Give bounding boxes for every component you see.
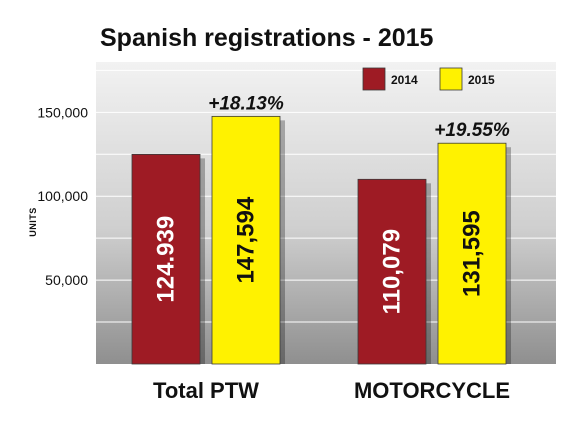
category-label: MOTORCYCLE bbox=[354, 378, 510, 403]
y-tick-label: 50,000 bbox=[45, 272, 88, 288]
legend-label: 2014 bbox=[391, 73, 418, 87]
legend-label: 2015 bbox=[468, 73, 495, 87]
bars: 124.939 147,594 +18.13% 110,079 131,595 +19.5… bbox=[131, 93, 511, 365]
y-tick-label: 100,000 bbox=[37, 188, 88, 204]
legend-swatch bbox=[362, 67, 386, 91]
change-label: +18.13% bbox=[208, 93, 284, 114]
y-tick-label: 150,000 bbox=[37, 104, 88, 120]
legend: 2014 2015 bbox=[362, 67, 495, 91]
change-label: +19.55% bbox=[434, 120, 510, 141]
data-label: 147,594 bbox=[233, 196, 260, 283]
bar-2014-1 bbox=[357, 178, 427, 365]
data-label: 110,079 bbox=[379, 229, 406, 314]
y-axis-label: UNITS bbox=[28, 207, 38, 237]
data-label: 131,595 bbox=[459, 210, 486, 297]
bar-2015-0 bbox=[211, 115, 281, 365]
category-label: Total PTW bbox=[153, 378, 259, 403]
category-labels: Total PTW MOTORCYCLE bbox=[153, 378, 510, 403]
bar-2015-1 bbox=[437, 142, 507, 365]
y-axis-ticks: 50,000 100,000 150,000 bbox=[37, 104, 88, 288]
data-label: 124.939 bbox=[153, 216, 180, 303]
chart-title: Spanish registrations - 2015 bbox=[100, 24, 434, 52]
legend-swatch bbox=[439, 67, 463, 91]
bar-2014-0 bbox=[131, 153, 201, 365]
